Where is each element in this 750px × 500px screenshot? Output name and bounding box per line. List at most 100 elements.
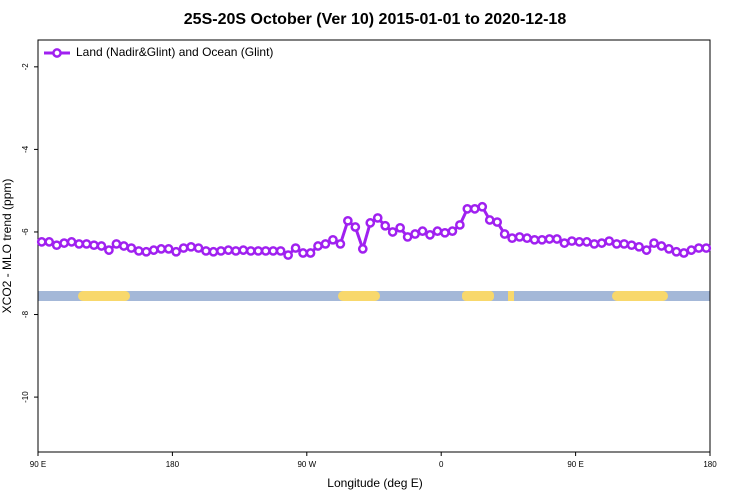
data-point — [253, 246, 264, 256]
data-point — [104, 245, 114, 255]
data-point — [245, 246, 256, 256]
data-point — [649, 238, 659, 248]
data-point — [402, 232, 413, 242]
data-point — [283, 250, 293, 260]
data-point — [44, 237, 55, 247]
data-point — [559, 238, 570, 248]
data-point — [59, 238, 69, 248]
data-point — [701, 243, 712, 253]
data-point — [417, 226, 428, 236]
data-point — [36, 237, 47, 247]
data-point — [89, 240, 99, 251]
y-axis-label: XCO2 - MLO trend (ppm) — [0, 179, 14, 314]
data-point — [686, 245, 697, 255]
data-point — [581, 237, 592, 247]
data-point — [201, 246, 211, 256]
data-point — [178, 243, 189, 253]
data-point — [440, 227, 450, 238]
data-point — [305, 248, 316, 258]
data-point — [656, 241, 667, 251]
x-tick-label: 180 — [166, 460, 180, 469]
data-point — [634, 241, 644, 252]
data-point — [186, 241, 196, 252]
data-point — [425, 230, 435, 240]
data-point — [604, 236, 615, 246]
data-point — [96, 241, 107, 251]
data-point — [343, 215, 353, 226]
data-point — [522, 233, 532, 244]
data-point — [507, 233, 517, 244]
x-tick-label: 90 E — [30, 460, 46, 469]
y-tick-label: -8 — [21, 310, 30, 318]
data-point — [357, 244, 368, 254]
data-point — [447, 226, 458, 236]
data-point — [395, 222, 405, 233]
data-point — [298, 248, 308, 258]
legend-marker — [52, 48, 62, 58]
data-point — [290, 243, 301, 253]
data-point — [223, 245, 234, 255]
data-point — [133, 246, 144, 256]
data-point — [111, 239, 122, 249]
data-point — [148, 245, 159, 255]
data-point — [544, 234, 555, 244]
y-tick-label: -4 — [21, 145, 30, 153]
data-point — [462, 203, 473, 214]
land-ocean-band — [38, 291, 710, 301]
chart-title: 25S-20S October (Ver 10) 2015-01-01 to 2… — [184, 11, 567, 28]
y-tick-label: -10 — [21, 391, 30, 403]
land-strip — [612, 291, 668, 301]
data-point — [537, 234, 547, 245]
data-point — [51, 240, 62, 251]
data-point — [208, 246, 219, 257]
data-point — [484, 215, 495, 225]
data-point — [619, 239, 629, 249]
data-point — [387, 227, 398, 237]
data-point — [350, 222, 361, 232]
data-point — [141, 246, 152, 257]
data-point — [156, 244, 167, 254]
data-point — [66, 237, 77, 247]
data-point — [193, 243, 204, 253]
x-tick-label: 90 W — [297, 460, 316, 469]
data-point — [231, 246, 241, 256]
data-point — [514, 232, 525, 242]
data-point — [216, 246, 226, 256]
data-point — [469, 203, 480, 214]
x-tick-label: 90 E — [567, 460, 583, 469]
data-point — [410, 229, 420, 239]
data-point — [335, 239, 346, 249]
data-point — [611, 239, 622, 249]
legend-label: Land (Nadir&Glint) and Ocean (Glint) — [76, 45, 273, 59]
data-point — [693, 243, 704, 253]
data-point — [380, 220, 391, 231]
x-axis-label: Longitude (deg E) — [327, 476, 422, 490]
data-point — [320, 239, 331, 249]
y-tick-label: -6 — [21, 228, 30, 236]
data-point — [260, 246, 271, 256]
data-point — [596, 238, 607, 248]
data-point — [74, 239, 84, 249]
data-point — [372, 213, 383, 223]
data-point — [589, 239, 600, 249]
data-point — [455, 220, 465, 230]
data-point — [163, 244, 174, 254]
data-point — [477, 201, 488, 212]
data-point — [81, 239, 92, 249]
data-point — [641, 245, 652, 255]
data-point — [671, 246, 682, 257]
data-point — [268, 246, 279, 256]
land-strip — [508, 291, 514, 301]
data-point — [552, 234, 562, 244]
data-point — [328, 234, 338, 245]
data-point — [275, 246, 286, 256]
data-point — [313, 241, 323, 251]
data-point — [119, 241, 129, 251]
data-point — [567, 236, 577, 246]
x-tick-label: 0 — [439, 460, 444, 469]
data-point — [664, 244, 674, 254]
data-point — [679, 248, 689, 258]
data-point — [626, 240, 637, 251]
data-point — [574, 237, 585, 247]
